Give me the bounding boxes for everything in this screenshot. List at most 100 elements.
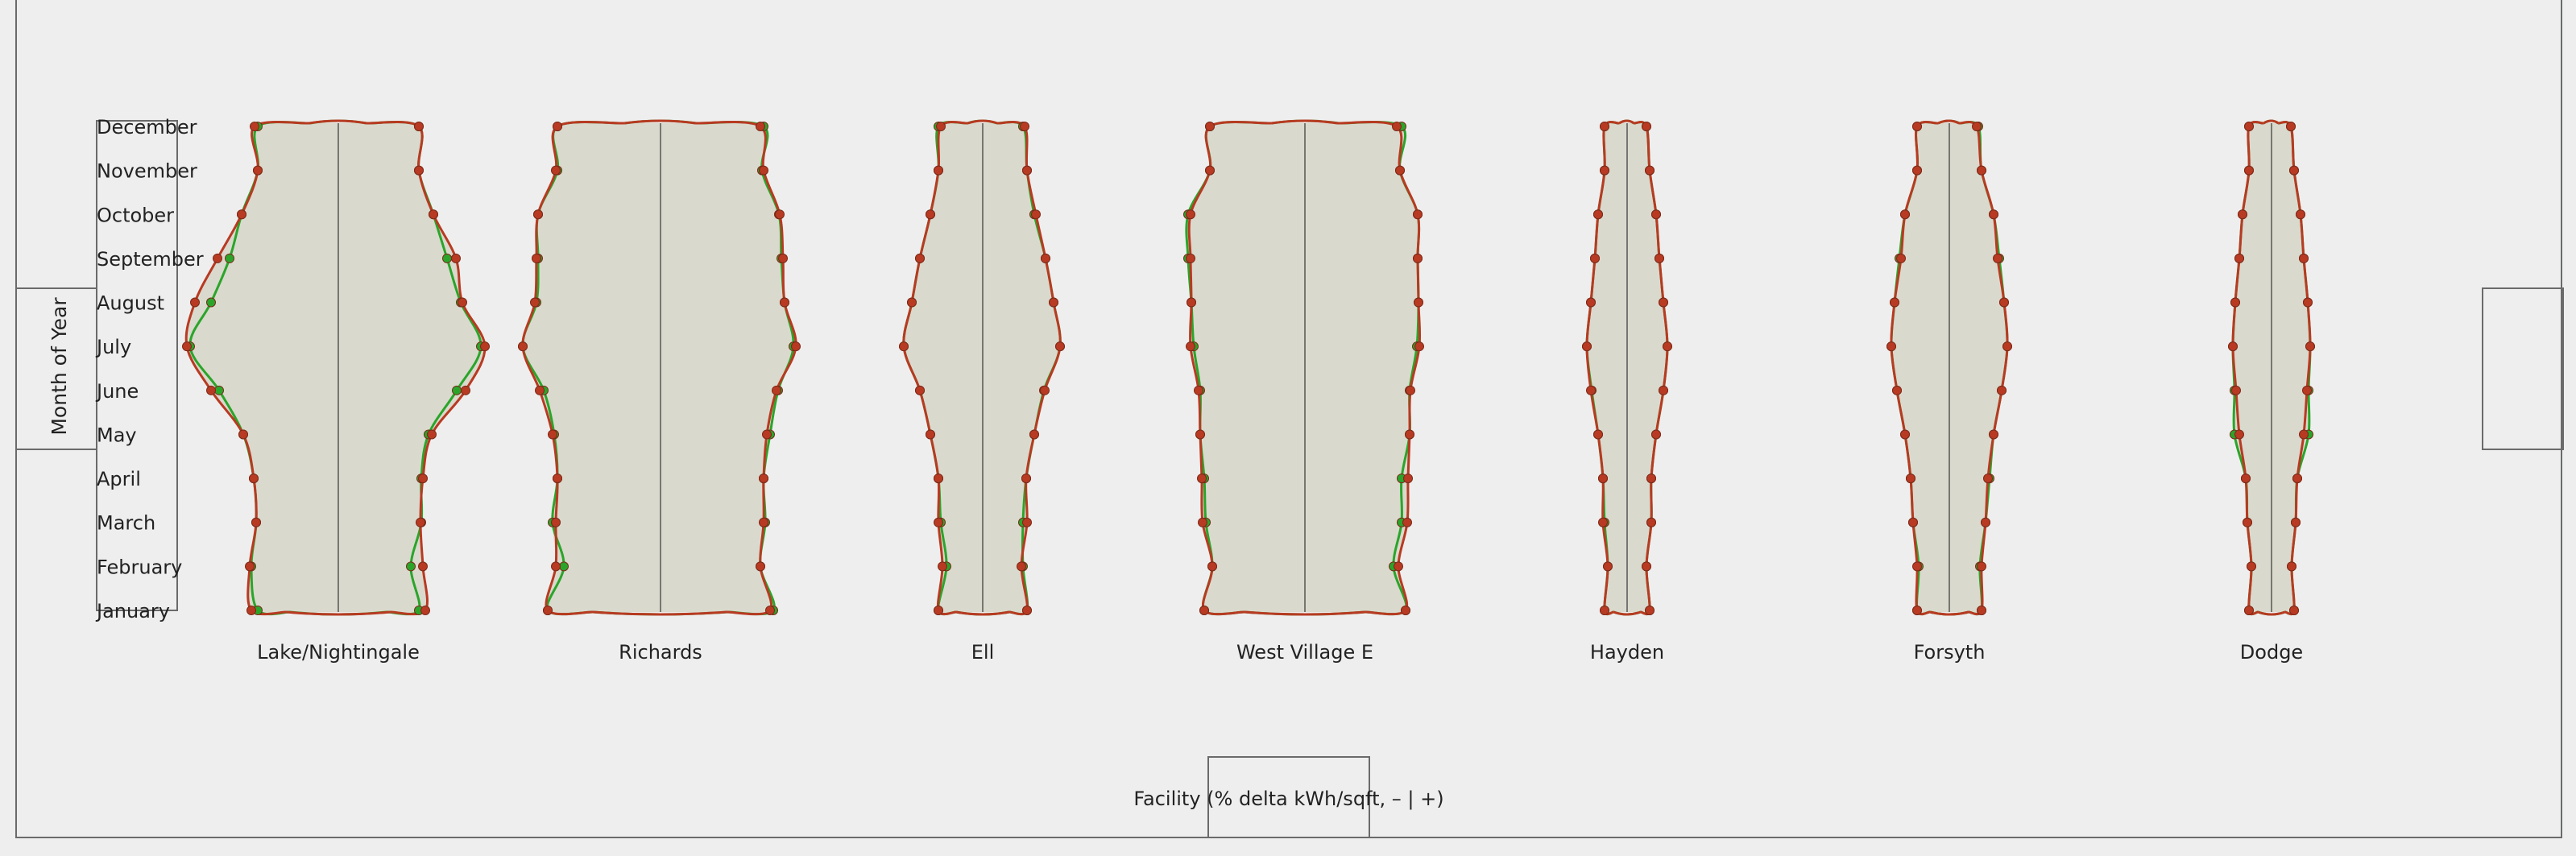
red-point-richards-february-right	[756, 561, 765, 572]
red-point-dodge-march-left	[2243, 517, 2252, 527]
violins	[182, 119, 2315, 616]
red-point-forsyth-september-left	[1896, 253, 1906, 263]
red-point-hayden-april-right	[1646, 473, 1656, 484]
red-point-forsyth-march-left	[1908, 517, 1918, 527]
x-axis-label: Facility (% delta kWh/sqft, – | +)	[1133, 788, 1443, 810]
red-outline-top-ell	[967, 119, 998, 125]
red-point-hayden-september-left	[1590, 253, 1600, 263]
violin-hayden	[1582, 119, 1672, 616]
red-point-west-village-e-september-left	[1186, 253, 1195, 263]
red-point-richards-september-left	[532, 253, 541, 263]
red-point-forsyth-december-left	[1912, 122, 1922, 131]
red-point-west-village-e-february-left	[1207, 561, 1217, 572]
red-point-hayden-may-left	[1593, 429, 1603, 440]
red-point-dodge-august-left	[2230, 297, 2240, 308]
red-point-forsyth-october-right	[1989, 209, 1998, 220]
green-point-lake-nightingale-september-left	[225, 253, 234, 263]
red-point-forsyth-november-right	[1977, 165, 1986, 176]
red-point-lake-nightingale-december-left	[250, 122, 259, 131]
red-point-hayden-february-left	[1603, 561, 1613, 572]
y-tick-november: November	[97, 160, 197, 183]
violin-fill-lake-nightingale	[186, 122, 486, 614]
x-axis-label-box	[1207, 756, 1370, 838]
red-point-lake-nightingale-april-right	[418, 473, 428, 484]
violin-fill-ell	[903, 122, 1061, 614]
y-tick-may: May	[97, 424, 137, 446]
red-point-forsyth-february-left	[1912, 561, 1922, 572]
red-point-dodge-april-right	[2292, 473, 2302, 484]
red-point-lake-nightingale-june-left	[206, 385, 216, 395]
violin-richards	[518, 119, 801, 616]
red-point-richards-may-right	[762, 429, 772, 440]
red-point-forsyth-january-left	[1912, 606, 1922, 615]
right-handle-box	[2482, 287, 2564, 450]
red-point-west-village-e-february-right	[1394, 561, 1403, 572]
red-outline-bottom-lake-nightingale	[286, 610, 391, 616]
green-point-lake-nightingale-june-left	[214, 385, 224, 395]
red-point-west-village-e-december-right	[1392, 122, 1402, 131]
red-point-dodge-november-right	[2289, 165, 2299, 176]
red-point-west-village-e-september-right	[1413, 253, 1423, 263]
red-point-richards-december-right	[756, 122, 765, 131]
red-point-dodge-july-right	[2305, 341, 2315, 352]
facility-label-west-village-e: West Village E	[1236, 641, 1373, 664]
red-point-richards-august-left	[530, 297, 540, 308]
red-point-dodge-october-left	[2238, 209, 2247, 220]
red-point-forsyth-june-left	[1892, 385, 1902, 395]
red-point-lake-nightingale-march-right	[416, 517, 425, 527]
red-point-west-village-e-january-left	[1199, 606, 1209, 615]
green-point-lake-nightingale-june-right	[452, 385, 462, 395]
facility-label-ell: Ell	[971, 641, 995, 664]
red-point-ell-september-right	[1041, 253, 1050, 263]
red-point-ell-january-left	[934, 606, 943, 615]
y-tick-march: March	[97, 512, 155, 535]
red-point-ell-march-left	[934, 517, 943, 527]
red-point-ell-april-right	[1021, 473, 1031, 484]
red-point-richards-april-right	[759, 473, 768, 484]
red-point-hayden-january-right	[1645, 606, 1655, 615]
red-point-richards-july-left	[518, 341, 528, 352]
red-point-ell-december-right	[1020, 122, 1029, 131]
red-point-richards-november-right	[759, 165, 768, 176]
red-point-lake-nightingale-january-right	[420, 606, 430, 615]
red-point-forsyth-december-right	[1972, 122, 1982, 131]
red-outline-top-forsyth	[1937, 119, 1960, 125]
red-point-ell-october-right	[1031, 209, 1041, 220]
red-point-forsyth-april-right	[1983, 473, 1993, 484]
red-point-west-village-e-november-right	[1395, 165, 1405, 176]
violin-west-village-e	[1183, 119, 1424, 616]
red-point-ell-august-right	[1049, 297, 1058, 308]
red-point-hayden-november-right	[1645, 165, 1655, 176]
red-point-forsyth-may-left	[1900, 429, 1910, 440]
red-point-lake-nightingale-july-right	[480, 341, 490, 352]
red-point-hayden-february-right	[1642, 561, 1651, 572]
red-outline-top-dodge	[2263, 119, 2280, 125]
red-point-forsyth-april-left	[1906, 473, 1915, 484]
red-point-lake-nightingale-september-left	[213, 253, 222, 263]
red-point-hayden-october-right	[1651, 209, 1661, 220]
red-point-dodge-september-left	[2234, 253, 2244, 263]
red-point-hayden-may-right	[1651, 429, 1661, 440]
y-tick-august: August	[97, 292, 164, 315]
red-point-richards-february-left	[551, 561, 561, 572]
red-point-lake-nightingale-june-right	[461, 385, 470, 395]
red-point-lake-nightingale-december-right	[414, 122, 424, 131]
red-point-west-village-e-december-left	[1205, 122, 1215, 131]
y-tick-october: October	[97, 204, 174, 226]
green-point-richards-february-left	[559, 561, 569, 572]
red-point-ell-february-right	[1017, 561, 1026, 572]
red-point-hayden-december-right	[1642, 122, 1651, 131]
red-point-west-village-e-may-right	[1405, 429, 1414, 440]
red-point-hayden-november-left	[1600, 165, 1609, 176]
violin-fill-west-village-e	[1186, 122, 1420, 614]
y-axis-label: Month of Year	[48, 297, 71, 436]
red-point-ell-december-left	[936, 122, 946, 131]
red-point-hayden-july-left	[1582, 341, 1592, 352]
red-point-hayden-january-left	[1600, 606, 1609, 615]
red-outline-top-hayden	[1618, 119, 1635, 125]
red-point-dodge-may-right	[2299, 429, 2309, 440]
red-point-dodge-april-left	[2241, 473, 2251, 484]
red-point-richards-november-left	[551, 165, 561, 176]
red-point-dodge-january-right	[2289, 606, 2299, 615]
red-point-richards-july-right	[791, 341, 801, 352]
